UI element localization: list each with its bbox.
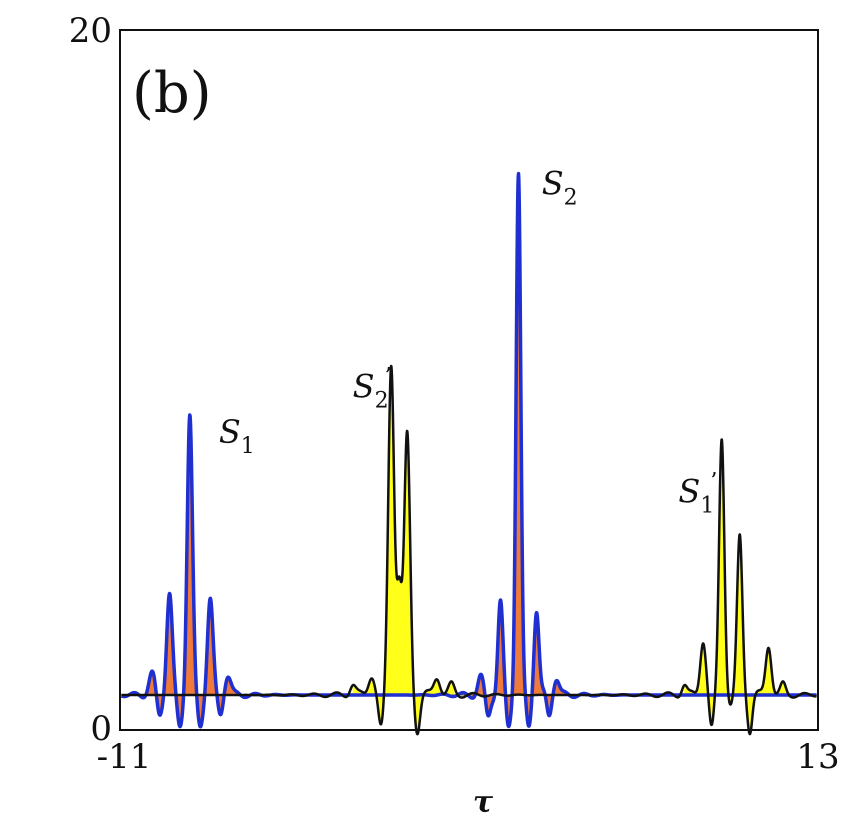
plot-frame [119, 29, 819, 731]
axis-ticks: 20 0-11 13 [69, 11, 840, 777]
annotation-S2p: S2’ [353, 365, 392, 414]
series-line-black [120, 364, 818, 736]
fill-S1 [143, 415, 246, 727]
x-tick-label-max: 13 [796, 737, 839, 777]
y-tick-label-0: 0 [90, 709, 112, 749]
signal-curves [119, 171, 819, 736]
annotation-S2: S2 [542, 165, 578, 211]
peak-annotations: S1 S2 S2’ S1’ [219, 165, 717, 519]
panel-label: (b) [132, 61, 212, 126]
y-tick-label-20: 20 [69, 11, 112, 51]
series-line-blue [119, 171, 819, 729]
annotation-S1p: S1’ [678, 470, 717, 519]
x-axis-label: τ [473, 785, 494, 820]
annotation-S1: S1 [219, 413, 255, 459]
x-tick-label-min: -11 [97, 737, 152, 777]
